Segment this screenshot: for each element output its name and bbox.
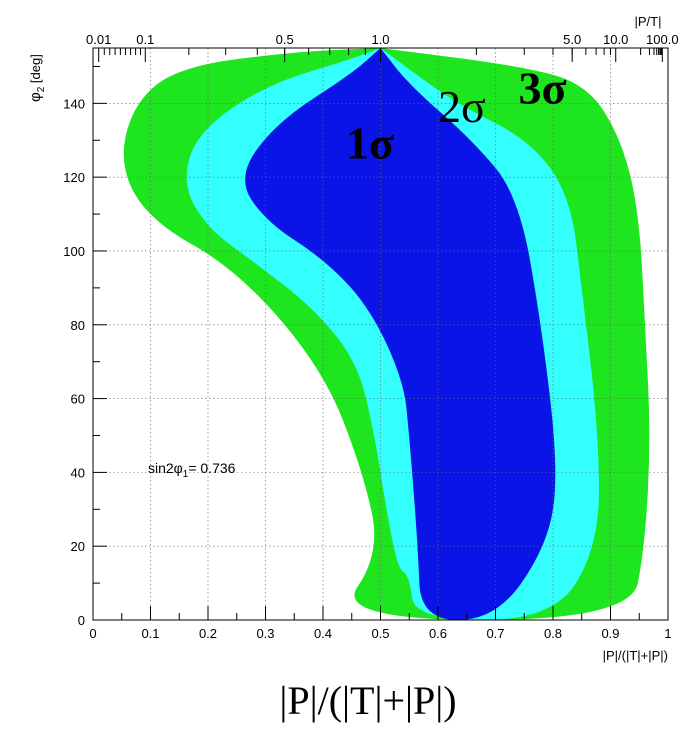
annotation-value: = 0.736 xyxy=(188,460,235,476)
y-tick-label: 60 xyxy=(71,392,85,407)
x-tick-label: 0.6 xyxy=(429,626,447,641)
x-tick-label: 0.3 xyxy=(256,626,274,641)
x-axis-ticks: 0 0.1 0.2 0.3 0.4 0.5 0.6 0.7 0.8 0.9 1 xyxy=(89,606,672,641)
y-tick-label: 140 xyxy=(63,96,85,111)
y-tick-label: 80 xyxy=(71,318,85,333)
y-tick-label: 20 xyxy=(71,539,85,554)
region-1σ xyxy=(245,48,556,620)
y-axis-label-unit: [deg] xyxy=(28,54,43,87)
top-tick-label: 5.0 xyxy=(563,32,581,47)
x-tick-label: 0.7 xyxy=(486,626,504,641)
annotation-sub: 1 xyxy=(183,469,189,480)
x-tick-label: 0.4 xyxy=(314,626,332,641)
sigma-labels: 3σ 2σ 1σ xyxy=(346,62,567,168)
y-axis-label-main: φ xyxy=(27,92,44,102)
x-tick-label: 0.9 xyxy=(601,626,619,641)
top-tick-label: 1.0 xyxy=(371,32,389,47)
top-tick-label: 100.0 xyxy=(646,32,679,47)
y-axis-label: φ2 [deg] xyxy=(27,54,47,102)
top-tick-label: 10.0 xyxy=(603,32,628,47)
annotation: sin2φ1= 0.736 xyxy=(148,460,236,480)
y-axis-label-sub: 2 xyxy=(36,86,47,92)
x-tick-label: 0.8 xyxy=(544,626,562,641)
top-tick-label: 0.5 xyxy=(276,32,294,47)
x-tick-label: 0 xyxy=(89,626,96,641)
y-tick-label: 120 xyxy=(63,170,85,185)
sigma-label-2σ: 2σ xyxy=(438,81,486,132)
y-tick-label: 0 xyxy=(78,613,85,628)
y-axis-ticks: 0 20 40 60 80 100 120 140 xyxy=(63,65,107,628)
top-axis-label: |P/T| xyxy=(635,14,662,29)
top-axis-ticks: 0.01 0.1 0.5 1.0 5.0 10.0 100.0 xyxy=(86,32,679,62)
grid-lines xyxy=(93,48,668,620)
annotation-main: sin2φ xyxy=(148,460,183,476)
y-tick-label: 100 xyxy=(63,244,85,259)
x-tick-label: 0.1 xyxy=(141,626,159,641)
y-tick-label: 40 xyxy=(71,465,85,480)
sigma-label-1σ: 1σ xyxy=(346,118,394,169)
confidence-regions xyxy=(123,48,650,620)
top-tick-label: 0.1 xyxy=(136,32,154,47)
x-tick-label: 0.5 xyxy=(371,626,389,641)
top-tick-label: 0.01 xyxy=(86,32,111,47)
sigma-label-3σ: 3σ xyxy=(519,62,567,113)
bottom-caption: |P|/(|T|+|P|) xyxy=(279,678,456,723)
x-axis-label: |P|/(|T|+|P|) xyxy=(603,648,668,663)
x-tick-label: 0.2 xyxy=(199,626,217,641)
x-tick-label: 1 xyxy=(664,626,671,641)
